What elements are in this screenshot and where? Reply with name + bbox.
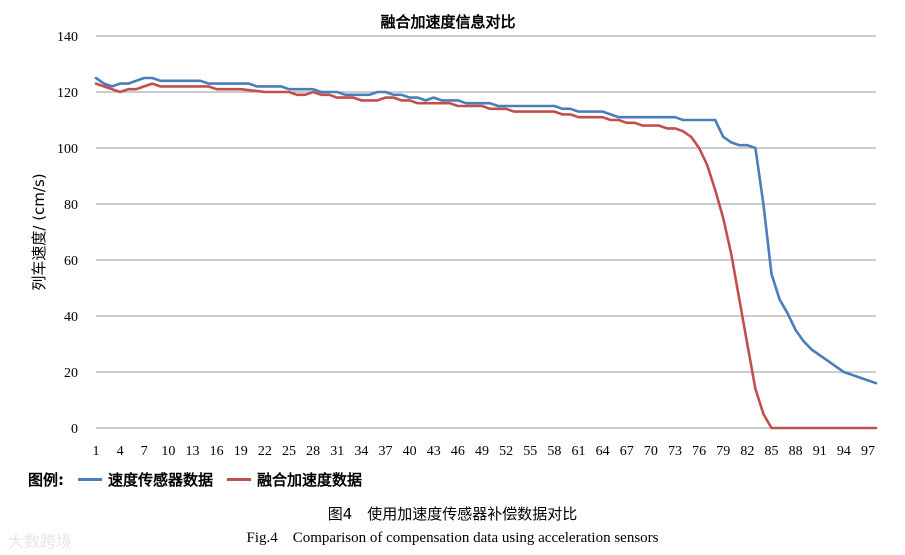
x-tick-label-52: 52: [499, 444, 513, 459]
x-tick-label-49: 49: [475, 444, 489, 459]
x-tick-label-46: 46: [451, 444, 465, 459]
x-tick-label-1: 1: [93, 444, 100, 459]
y-tick-label-120: 120: [57, 86, 78, 101]
chart-title: 融合加速度信息对比: [380, 13, 515, 31]
series-line-1: [94, 82, 878, 430]
y-tick-label-40: 40: [64, 310, 78, 325]
x-tick-label-10: 10: [161, 444, 175, 459]
x-tick-label-55: 55: [523, 444, 537, 459]
legend-label-speed-sensor: 速度传感器数据: [108, 470, 214, 489]
x-tick-label-19: 19: [234, 444, 248, 459]
y-tick-label-0: 0: [71, 422, 78, 437]
y-tick-label-20: 20: [64, 366, 78, 381]
legend-title: 图例:: [28, 470, 64, 489]
legend-swatch-blue: [78, 477, 102, 481]
x-tick-label-16: 16: [210, 444, 224, 459]
x-tick-label-13: 13: [185, 444, 199, 459]
x-tick-label-28: 28: [306, 444, 320, 459]
x-tick-label-7: 7: [141, 444, 148, 459]
figure-caption-english: Fig.4 Comparison of compensation data us…: [246, 530, 659, 546]
y-tick-label-80: 80: [64, 198, 78, 213]
x-tick-label-85: 85: [764, 444, 778, 459]
x-tick-label-82: 82: [740, 444, 754, 459]
y-axis: 0 20 40 60 80 100 120 140: [57, 30, 78, 437]
legend-item-fused-acceleration: 融合加速度数据: [227, 469, 362, 490]
legend-label-fused-acceleration: 融合加速度数据: [257, 470, 363, 489]
series-line-0: [94, 76, 878, 385]
x-tick-label-34: 34: [354, 444, 368, 459]
y-tick-label-100: 100: [57, 142, 78, 157]
x-axis: 1 4 7 10 13 16 19 22 25 28 31 34 37 40 43 46 49 52 55 58 61 6…: [93, 444, 875, 459]
x-tick-label-94: 94: [837, 444, 851, 459]
x-tick-label-97: 97: [861, 444, 875, 459]
x-tick-label-58: 58: [547, 444, 561, 459]
figure-caption-chinese: 图4 使用加速度传感器补偿数据对比: [327, 505, 578, 523]
x-tick-label-70: 70: [644, 444, 658, 459]
legend: 图例: 速度传感器数据 融合加速度数据: [28, 468, 362, 490]
series-lines: [94, 76, 878, 430]
x-tick-label-88: 88: [789, 444, 803, 459]
x-tick-label-4: 4: [117, 444, 124, 459]
grid-lines: [96, 35, 876, 429]
legend-item-speed-sensor: 速度传感器数据: [78, 469, 213, 490]
x-tick-label-31: 31: [330, 444, 344, 459]
x-tick-label-61: 61: [571, 444, 585, 459]
legend-swatch-red: [227, 477, 252, 481]
watermark-logo: 大数跨境: [8, 532, 73, 551]
x-tick-label-22: 22: [258, 444, 272, 459]
x-tick-label-40: 40: [403, 444, 417, 459]
x-tick-label-73: 73: [668, 444, 682, 459]
y-tick-label-140: 140: [57, 30, 78, 45]
x-tick-label-76: 76: [692, 444, 706, 459]
x-tick-label-64: 64: [596, 444, 610, 459]
y-tick-label-60: 60: [64, 254, 78, 269]
x-tick-label-67: 67: [620, 444, 634, 459]
x-tick-label-25: 25: [282, 444, 296, 459]
y-axis-label: 列车速度/ (cm/s): [30, 173, 48, 290]
x-tick-label-43: 43: [427, 444, 441, 459]
x-tick-label-37: 37: [378, 444, 392, 459]
x-tick-label-79: 79: [716, 444, 730, 459]
x-tick-label-91: 91: [813, 444, 827, 459]
